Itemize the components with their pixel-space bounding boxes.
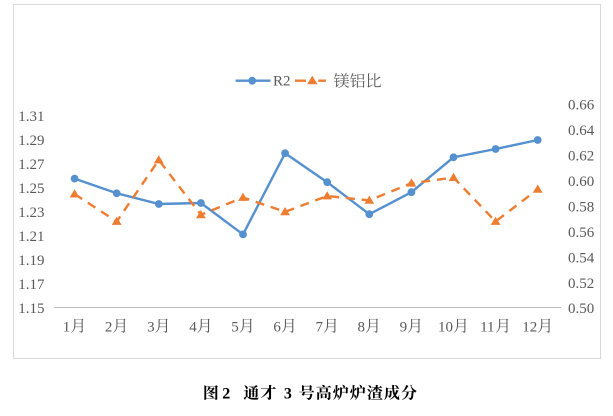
svg-text:3: 3 xyxy=(147,320,155,336)
svg-text:1.27: 1.27 xyxy=(18,157,45,173)
svg-text:0.54: 0.54 xyxy=(568,250,595,266)
svg-text:12: 12 xyxy=(522,320,537,336)
svg-text:0.52: 0.52 xyxy=(568,276,594,292)
svg-text:1.25: 1.25 xyxy=(18,181,44,197)
svg-text:0.62: 0.62 xyxy=(568,148,594,164)
svg-text:0.58: 0.58 xyxy=(568,199,594,215)
svg-text:0.66: 0.66 xyxy=(568,97,595,113)
svg-text:0.50: 0.50 xyxy=(568,301,594,317)
svg-text:1.15: 1.15 xyxy=(18,301,44,317)
svg-text:9: 9 xyxy=(400,320,408,336)
svg-text:0.60: 0.60 xyxy=(568,174,594,190)
svg-text:2: 2 xyxy=(222,386,230,403)
svg-text:3: 3 xyxy=(284,386,292,403)
svg-text:11: 11 xyxy=(480,320,494,336)
svg-text:6: 6 xyxy=(273,320,281,336)
svg-text:5: 5 xyxy=(231,320,239,336)
svg-text:1.19: 1.19 xyxy=(18,253,44,269)
svg-text:0.64: 0.64 xyxy=(568,123,595,139)
svg-text:0.56: 0.56 xyxy=(568,225,595,241)
svg-text:1.31: 1.31 xyxy=(18,109,44,125)
svg-text:1.23: 1.23 xyxy=(18,205,44,221)
svg-text:10: 10 xyxy=(438,320,453,336)
svg-text:1.21: 1.21 xyxy=(18,229,44,245)
svg-text:2: 2 xyxy=(105,320,113,336)
svg-text:1.17: 1.17 xyxy=(18,277,45,293)
svg-text:8: 8 xyxy=(358,320,366,336)
svg-text:1.29: 1.29 xyxy=(18,133,44,149)
svg-text:1: 1 xyxy=(63,320,71,336)
svg-text:7: 7 xyxy=(316,320,324,336)
svg-text:R2: R2 xyxy=(273,74,291,90)
svg-text:4: 4 xyxy=(189,320,197,336)
